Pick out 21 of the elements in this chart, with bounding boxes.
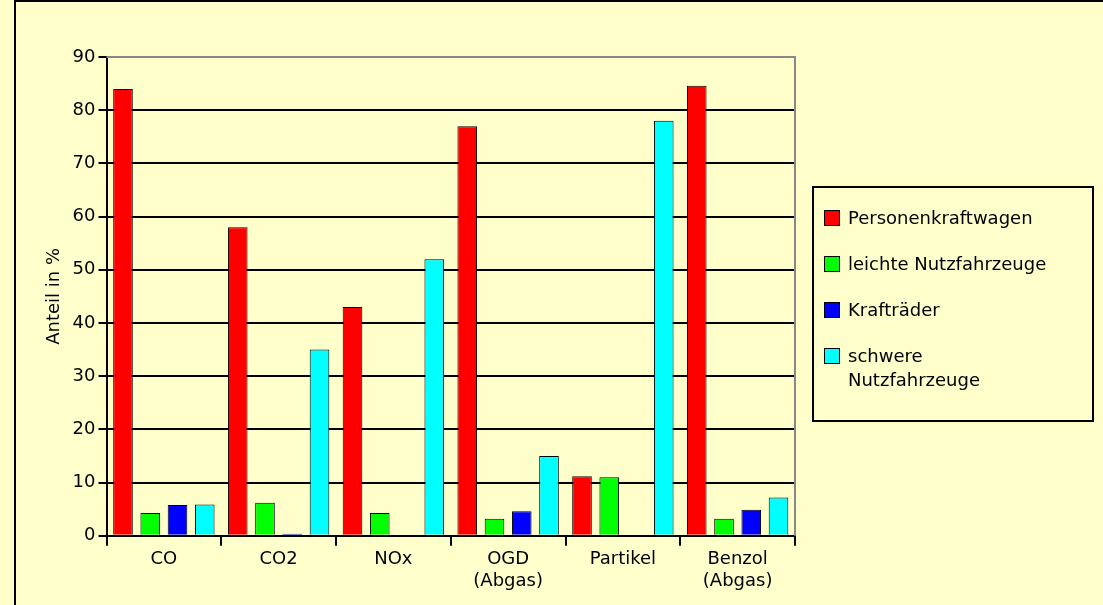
y-tick-label: 70 bbox=[72, 151, 96, 173]
x-tick-label: Partikel bbox=[589, 547, 657, 569]
y-tick-label: 50 bbox=[72, 257, 96, 279]
y-tick-label: 80 bbox=[72, 97, 96, 119]
x-tick-label: CO bbox=[150, 547, 178, 569]
y-tick-label: 60 bbox=[72, 204, 96, 226]
x-tick-label: CO2 bbox=[259, 547, 298, 569]
x-tick-label: NOx bbox=[374, 547, 413, 569]
legend-label: schwere Nutzfahrzeuge bbox=[848, 344, 981, 392]
legend-label: Personenkraftwagen bbox=[848, 206, 1034, 230]
x-tick-label: OGD (Abgas) bbox=[473, 547, 543, 590]
x-tick-label: Benzol (Abgas) bbox=[702, 547, 773, 590]
y-tick-label: 20 bbox=[72, 417, 96, 439]
y-tick-label: 10 bbox=[72, 470, 96, 492]
y-tick-label: 40 bbox=[72, 310, 96, 332]
y-axis-title: Anteil in % bbox=[42, 247, 64, 345]
y-tick-label: 30 bbox=[72, 363, 96, 385]
y-tick-label: 90 bbox=[72, 44, 96, 66]
legend-label: Krafträder bbox=[848, 298, 941, 322]
y-tick-label: 0 bbox=[84, 523, 96, 545]
legend-label: leichte Nutzfahrzeuge bbox=[848, 252, 1048, 276]
